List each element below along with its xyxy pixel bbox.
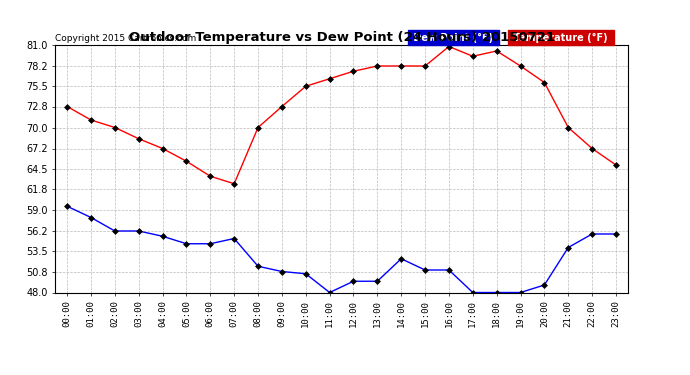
Title: Outdoor Temperature vs Dew Point (24 Hours) 20150721: Outdoor Temperature vs Dew Point (24 Hou… bbox=[128, 31, 555, 44]
Text: Temperature (°F): Temperature (°F) bbox=[511, 33, 611, 42]
Text: Dew Point (°F): Dew Point (°F) bbox=[411, 33, 497, 42]
Text: Copyright 2015 Cartronics.com: Copyright 2015 Cartronics.com bbox=[55, 33, 197, 42]
